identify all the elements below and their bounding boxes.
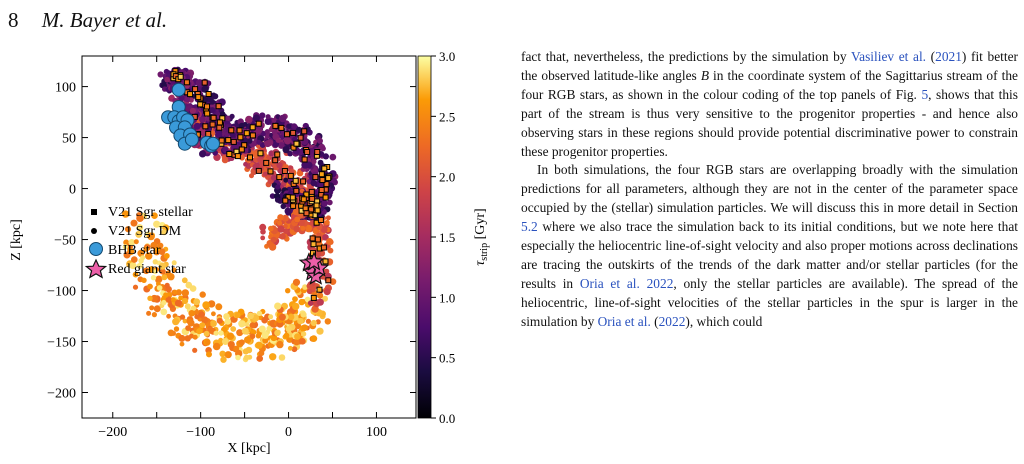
x-axis-label: X [kpc] (227, 441, 270, 456)
paragraph-1: fact that, nevertheless, the predictions… (521, 49, 1018, 159)
legend-rgb-label: Red giant star (108, 262, 186, 277)
figure-ref[interactable]: 5 (921, 86, 929, 102)
page-number: 8 (8, 8, 19, 32)
colorbar-ticks: 0.0 0.5 1.0 1.5 2.0 2.5 3.0 (431, 49, 455, 426)
citation-vasiliev[interactable]: Vasiliev et al. (850, 49, 927, 64)
colorbar-tick-label: 1.5 (439, 230, 455, 245)
y-tick-label: −150 (47, 336, 76, 351)
colorbar-label: τstrip [Gyr] (473, 208, 490, 265)
legend-bhb-label: BHB star (108, 243, 161, 258)
legend-dm-label: V21 Sgr DM (108, 224, 182, 239)
legend-stellar-marker (91, 209, 97, 215)
legend: V21 Sgr stellar V21 Sgr DM BHB star Red … (84, 205, 193, 279)
y-tick-label: −100 (47, 285, 76, 300)
y-tick-label: −200 (47, 387, 76, 402)
x-axis-ticks: −200 −100 0 100 (98, 56, 387, 440)
x-tick-label: −200 (98, 425, 127, 440)
simulation-particles (121, 66, 339, 363)
section-ref[interactable]: 5.2 (521, 219, 538, 235)
colorbar (417, 55, 432, 419)
observed-stars (161, 82, 330, 285)
citation-oria[interactable]: Oria et al. 2022 (579, 275, 674, 291)
citation-vasiliev-year[interactable]: 2021 (935, 49, 962, 64)
x-tick-label: 100 (366, 425, 387, 440)
red-giant-star-point (304, 251, 325, 271)
colorbar-tick-label: 1.0 (439, 290, 455, 305)
legend-bhb-marker (89, 242, 103, 256)
x-tick-label: −100 (186, 425, 215, 440)
plot-frame (81, 55, 417, 419)
colorbar-tick-label: 3.0 (439, 49, 455, 64)
paragraph-2: In both simulations, the four RGB stars … (521, 162, 1018, 329)
figure-stream-scatter: −200 −100 0 100 −200 −150 −100 −50 0 50 100 X [kp… (9, 49, 490, 456)
running-authors: M. Bayer et al. (41, 8, 168, 32)
y-tick-label: −50 (54, 234, 76, 249)
legend-stellar-label: V21 Sgr stellar (108, 205, 193, 220)
bhb-star-point (184, 132, 199, 147)
stellar-particles (170, 68, 333, 301)
page-header: 8 M. Bayer et al. (8, 8, 167, 33)
colorbar-tick-label: 0.0 (439, 411, 455, 426)
citation-oria-2[interactable]: Oria et al. (597, 313, 651, 329)
colorbar-tick-label: 2.0 (439, 170, 455, 185)
legend-rgb-marker (84, 258, 108, 279)
bhb-star-point (171, 82, 186, 97)
y-axis-ticks: −200 −150 −100 −50 0 50 100 (47, 81, 416, 402)
colorbar-tick-label: 2.5 (439, 109, 455, 124)
bhb-star-point (206, 136, 220, 151)
y-axis-label: Z [kpc] (9, 219, 24, 261)
colorbar-tick-label: 0.5 (439, 351, 455, 366)
y-tick-label: 0 (69, 183, 76, 198)
x-tick-label: 0 (285, 425, 292, 440)
legend-dm-marker (91, 228, 97, 234)
citation-oria-year[interactable]: 2022 (658, 313, 686, 329)
body-text: fact that, nevertheless, the predictions… (521, 48, 1018, 332)
y-tick-label: 100 (55, 81, 76, 96)
y-tick-label: 50 (62, 132, 76, 147)
